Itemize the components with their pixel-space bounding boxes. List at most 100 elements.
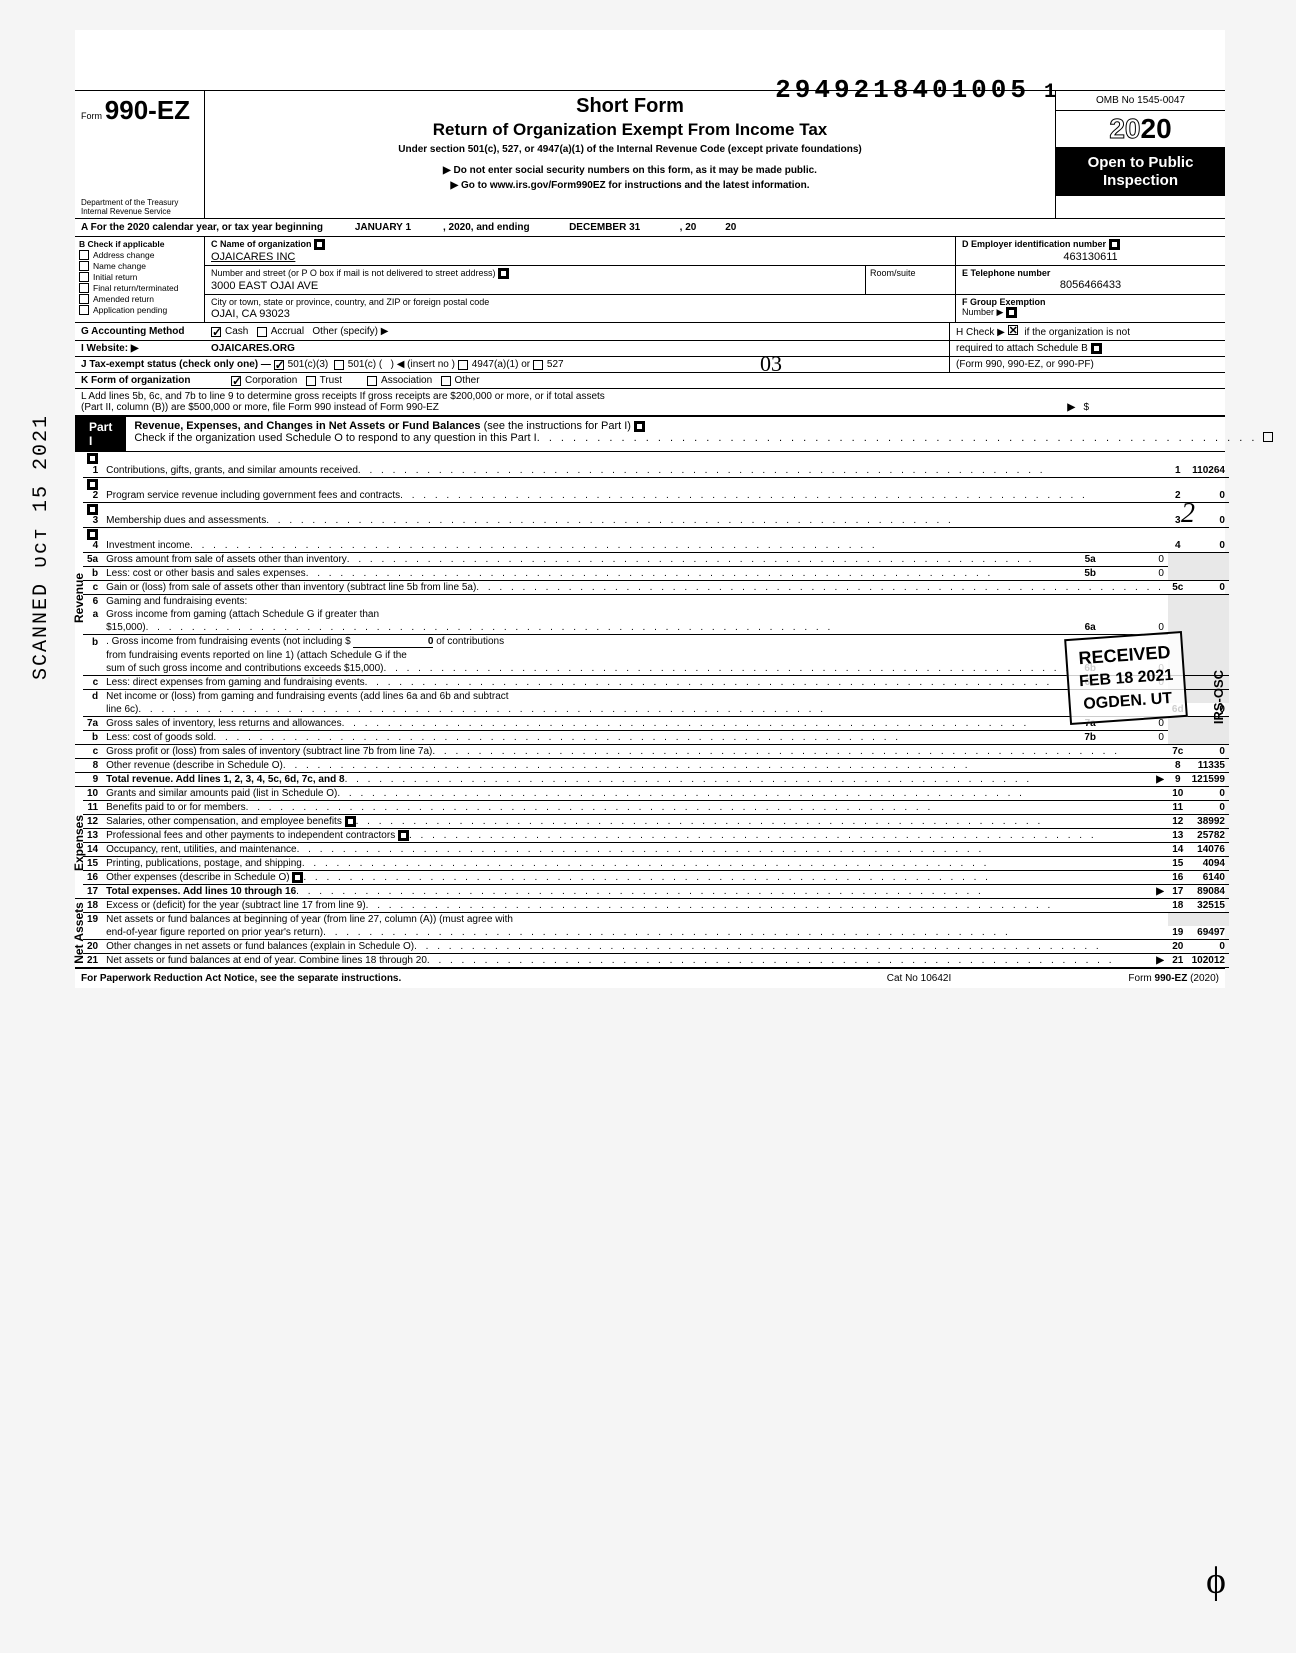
year-bold: 20: [1141, 113, 1172, 144]
chk-accrual[interactable]: [257, 327, 267, 337]
ln-6b-desc2: from fundraising events reported on line…: [102, 649, 1168, 662]
lbl-other-method: Other (specify) ▶: [312, 326, 388, 337]
ln-6b-no: b: [83, 634, 102, 649]
chk-final-return[interactable]: [79, 283, 89, 293]
ln-7b-subbox: 7b: [1075, 730, 1105, 744]
group-exemption-cell: F Group Exemption Number ▶: [955, 295, 1225, 322]
help-icon[interactable]: [292, 872, 303, 883]
chk-4947[interactable]: [458, 360, 468, 370]
ln-16-box: 16: [1168, 871, 1188, 885]
chk-501c[interactable]: [334, 360, 344, 370]
chk-527[interactable]: [533, 360, 543, 370]
help-icon[interactable]: [498, 268, 509, 279]
chk-other-org[interactable]: [441, 376, 451, 386]
ln-19-desc1: Net assets or fund balances at beginning…: [102, 913, 1168, 927]
chk-trust[interactable]: [306, 376, 316, 386]
lbl-other-org: Other: [455, 375, 480, 386]
ln-10-no: 10: [83, 786, 102, 800]
form-number-cell: Form 990-EZ: [75, 91, 205, 196]
revenue-section-label: Revenue: [75, 452, 83, 744]
handwritten-2: 2: [1181, 498, 1195, 530]
row-a-yr-prefix: , 20: [680, 222, 697, 233]
city-cell: City or town, state or province, country…: [205, 295, 955, 322]
help-icon[interactable]: [314, 239, 325, 250]
ein-cell: D Employer identification number 4631306…: [955, 237, 1225, 265]
help-icon[interactable]: [1091, 343, 1102, 354]
chk-address-change[interactable]: [79, 250, 89, 260]
dept-treasury: Department of the Treasury: [81, 198, 198, 207]
phone-cell: E Telephone number 8056466433: [955, 266, 1225, 294]
received-stamp: RECEIVED FEB 18 2021 OGDEN. UT: [1064, 631, 1188, 725]
form-page: 29492184010051 Form 990-EZ Short Form Re…: [75, 30, 1225, 988]
help-icon[interactable]: [87, 453, 98, 464]
ln-19-amt: 69497: [1188, 926, 1229, 940]
chk-no-schedule-b[interactable]: [1008, 325, 1018, 335]
ln-4-no: 4: [93, 540, 99, 551]
warn-url: ▶ Go to www.irs.gov/Form990EZ for instru…: [215, 180, 1045, 191]
ln-3-no: 3: [93, 515, 99, 526]
help-icon[interactable]: [1006, 307, 1017, 318]
ein-label: D Employer identification number: [962, 239, 1106, 249]
chk-corporation[interactable]: [231, 376, 241, 386]
ln-6c-no: c: [83, 675, 102, 689]
help-icon[interactable]: [398, 830, 409, 841]
chk-cash[interactable]: [211, 327, 221, 337]
ln-21-desc: Net assets or fund balances at end of ye…: [106, 955, 427, 966]
chk-schedule-o[interactable]: [1263, 432, 1273, 442]
dept-cell: Department of the Treasury Internal Reve…: [75, 196, 205, 218]
city-value: OJAI, CA 93023: [211, 308, 949, 320]
part-1-title: Revenue, Expenses, and Changes in Net As…: [126, 417, 1285, 451]
ln-15-box: 15: [1168, 857, 1188, 871]
ln-20-amt: 0: [1188, 940, 1229, 954]
accounting-label: G Accounting Method: [81, 326, 211, 337]
warn-ssn: ▶ Do not enter social security numbers o…: [215, 165, 1045, 176]
ln-6a-subbox: 6a: [1075, 621, 1105, 635]
help-icon[interactable]: [1109, 239, 1120, 250]
ln-2-no: 2: [93, 490, 99, 501]
chk-association[interactable]: [367, 376, 377, 386]
ln-6b-contrib: 0: [353, 636, 433, 648]
ln-5a-no: 5a: [83, 552, 102, 566]
info-grid: B Check if applicable Address change Nam…: [75, 237, 1225, 323]
footer-form-year: (2020): [1187, 973, 1219, 984]
row-g-accounting: G Accounting Method Cash Accrual Other (…: [75, 323, 1225, 341]
ln-6b-desc1: . Gross income from fundraising events (…: [106, 636, 351, 647]
year-cell: OMB No 1545-0047 2020 Open to Public Ins…: [1055, 91, 1225, 196]
h-line2: required to attach Schedule B: [956, 343, 1088, 354]
chk-initial-return[interactable]: [79, 272, 89, 282]
ln-10-desc: Grants and similar amounts paid (list in…: [106, 788, 337, 799]
ln-12-amt: 38992: [1188, 814, 1229, 828]
footer-left: For Paperwork Reduction Act Notice, see …: [81, 973, 819, 984]
ln-21-arrow: ▶: [1156, 955, 1164, 966]
help-icon[interactable]: [87, 479, 98, 490]
ln-5c-desc: Gain or (loss) from sale of assets other…: [106, 582, 476, 593]
ln-7b-subamt: 0: [1105, 730, 1168, 744]
row-a-yr: 20: [696, 222, 736, 233]
help-icon[interactable]: [87, 529, 98, 540]
ln-6b-desc3: sum of such gross income and contributio…: [106, 663, 383, 674]
lbl-501c-b: ) ◀ (insert no ): [391, 359, 455, 370]
form-header: Form 990-EZ Short Form Return of Organiz…: [75, 90, 1225, 196]
addr-cell: Number and street (or P O box if mail is…: [205, 266, 865, 294]
tracking-sub: 1: [1044, 81, 1060, 104]
help-icon[interactable]: [345, 816, 356, 827]
ln-8-no: 8: [83, 758, 102, 772]
form-org-label: K Form of organization: [81, 375, 231, 386]
ln-7c-amt: 0: [1188, 744, 1229, 758]
l-line2: (Part II, column (B)) are $500,000 or mo…: [81, 402, 439, 413]
chk-name-change[interactable]: [79, 261, 89, 271]
chk-application-pending[interactable]: [79, 305, 89, 315]
tax-year: 2020: [1056, 111, 1225, 148]
ln-19-desc2: end-of-year figure reported on prior yea…: [106, 927, 323, 938]
help-icon[interactable]: [87, 504, 98, 515]
lbl-501c3: 501(c)(3): [288, 359, 329, 370]
row-a-begin: JANUARY 1: [323, 222, 443, 233]
row-l: L Add lines 5b, 6c, and 7b to line 9 to …: [75, 389, 1225, 416]
ln-6b-desc1b: of contributions: [436, 636, 504, 647]
city-label: City or town, state or province, country…: [211, 297, 489, 307]
chk-amended-return[interactable]: [79, 294, 89, 304]
help-icon[interactable]: [634, 421, 645, 432]
chk-501c3[interactable]: [274, 360, 284, 370]
part-1-check-line: Check if the organization used Schedule …: [134, 432, 536, 444]
room-cell: Room/suite: [865, 266, 955, 294]
